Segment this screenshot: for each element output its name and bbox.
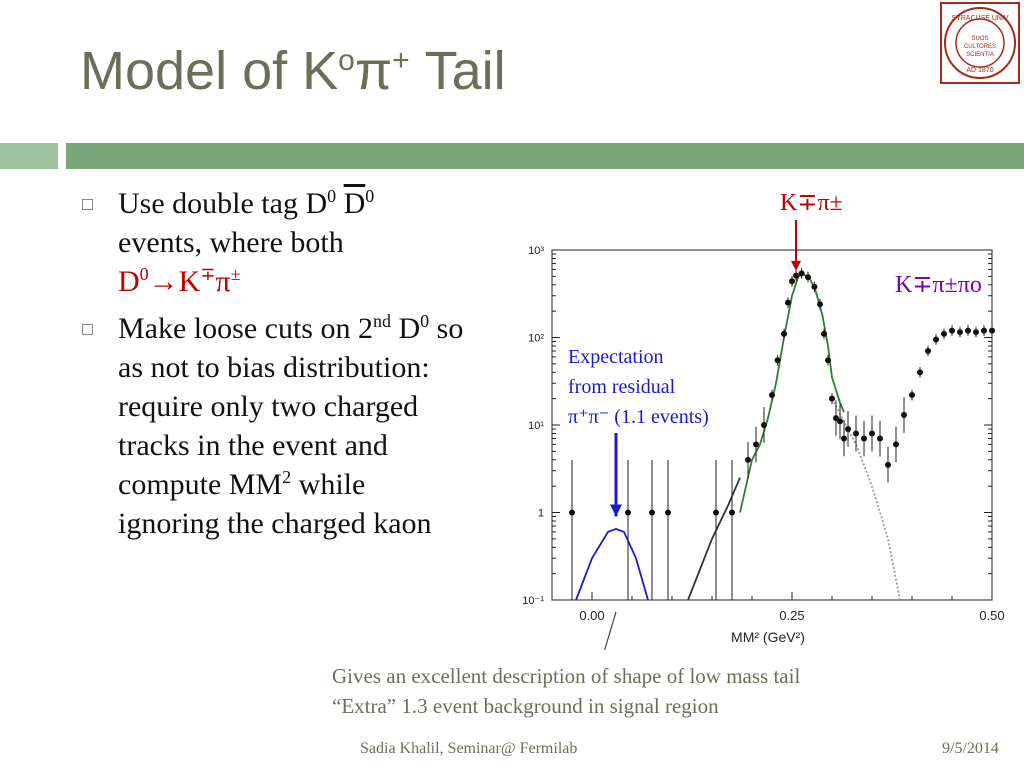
data-point <box>713 509 719 516</box>
caption-line-2: “Extra” 1.3 event background in signal r… <box>332 694 719 718</box>
accent-band-left <box>0 143 58 169</box>
data-point <box>569 509 575 516</box>
data-point <box>769 392 775 399</box>
data-point <box>933 336 939 343</box>
data-point <box>909 392 915 399</box>
data-point <box>885 461 891 468</box>
x-tick-label: 0.00 <box>579 608 604 623</box>
data-point <box>925 348 931 355</box>
svg-text:AD 1870: AD 1870 <box>966 67 993 74</box>
svg-text:CULTORES: CULTORES <box>964 44 996 50</box>
mm2-chart-svg: 10⁻¹ 1 10¹ 10² 10³ 0.00 0.25 0.50 MM² (GeV²) <box>522 220 1005 650</box>
data-point <box>941 330 947 337</box>
data-point <box>789 278 795 285</box>
data-point <box>989 327 995 334</box>
data-point <box>761 422 767 428</box>
data-point <box>877 435 883 442</box>
data-point <box>833 415 839 422</box>
data-point <box>793 272 799 279</box>
y-tick-label: 10¹ <box>528 420 544 432</box>
data-point <box>774 357 781 364</box>
mm2-plot: 10⁻¹ 1 10¹ 10² 10³ 0.00 0.25 0.50 MM² (GeV²) K∓π… <box>500 180 1020 650</box>
data-point <box>861 435 867 442</box>
data-point <box>805 274 811 281</box>
data-point <box>825 357 831 364</box>
data-point <box>785 299 791 306</box>
bullet-item: Make loose cuts on 2nd D0 so as not to b… <box>82 309 472 543</box>
fit-curve <box>739 273 845 513</box>
fit-curve <box>687 477 741 601</box>
data-point <box>845 426 851 433</box>
x-tick-label: 0.25 <box>779 608 804 623</box>
university-seal-logo: SYRACUSE UNIV AD 1870 SUOS CULTORES SCIE… <box>940 2 1020 84</box>
fit-curve <box>831 398 901 601</box>
data-point <box>829 395 835 402</box>
data-point <box>981 327 987 334</box>
fit-curve <box>575 527 649 601</box>
blue-arrowhead-icon <box>610 504 622 517</box>
data-point <box>869 430 875 437</box>
caption-line-1: Gives an excellent description of shape … <box>332 664 801 688</box>
caption: Gives an excellent description of shape … <box>332 661 800 721</box>
data-point <box>811 283 818 290</box>
y-tick-label: 10³ <box>528 245 544 257</box>
y-tick-label: 1 <box>538 508 544 520</box>
data-point <box>957 329 963 336</box>
data-point <box>837 418 843 425</box>
footer-date: 9/5/2014 <box>942 740 999 757</box>
data-point <box>781 330 787 337</box>
data-point <box>965 327 971 334</box>
data-point <box>973 329 979 336</box>
expectation-label: Expectation from residual π⁺π⁻ (1.1 even… <box>568 346 709 428</box>
bullet-list: Use double tag D0 D0 events, where both … <box>82 184 472 551</box>
y-tick-label: 10⁻¹ <box>522 595 544 607</box>
bullet-marker-icon <box>82 199 93 210</box>
x-tick-label: 0.50 <box>979 608 1004 623</box>
data-point <box>798 270 805 277</box>
data-point <box>729 509 735 516</box>
svg-text:SCIENTIA: SCIENTIA <box>966 52 994 58</box>
svg-text:SYRACUSE UNIV: SYRACUSE UNIV <box>951 15 1009 22</box>
accent-band-right <box>66 143 1024 169</box>
data-point <box>665 509 671 516</box>
data-point <box>901 412 907 419</box>
data-point <box>917 369 923 376</box>
kpipi0-label: K∓π±πo <box>895 272 982 298</box>
y-tick-label: 10² <box>528 333 544 345</box>
data-point <box>821 330 827 337</box>
footer-author: Sadia Khalil, Seminar@ Fermilab <box>360 740 578 757</box>
red-arrowhead-icon <box>791 260 801 271</box>
slide-title: Model of Koπ+ Tail <box>80 41 506 101</box>
data-point <box>625 509 631 516</box>
data-point <box>893 441 899 448</box>
bullet-marker-icon <box>82 324 93 335</box>
data-point <box>649 509 655 516</box>
kpi-peak-label: K∓π± <box>780 190 843 216</box>
data-point <box>745 456 751 463</box>
x-axis-label: MM² (GeV²) <box>731 629 805 645</box>
data-point <box>853 430 859 437</box>
data-point <box>817 301 823 308</box>
bullet-item: Use double tag D0 D0 events, where both … <box>82 184 472 301</box>
svg-text:SUOS: SUOS <box>971 36 988 42</box>
caption-pointer-line <box>603 611 617 650</box>
data-point <box>753 441 759 448</box>
data-point <box>841 435 847 442</box>
data-point <box>949 327 955 334</box>
